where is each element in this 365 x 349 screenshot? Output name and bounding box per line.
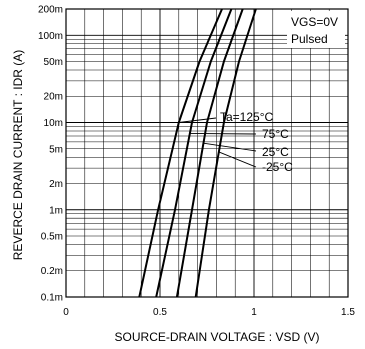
y-tick-label: 100m	[38, 31, 63, 42]
leader-lines	[178, 117, 257, 168]
series-line-0	[138, 8, 223, 298]
x-tick-label: 0	[63, 307, 69, 318]
y-axis-title: REVERCE DRAIN CURRENT : IDR (A)	[11, 50, 25, 260]
x-axis-title: SOURCE-DRAIN VOLTAGE : VSD (V)	[115, 330, 320, 344]
series-label-minus25c: -25°C	[262, 160, 293, 174]
leader-line-2	[203, 142, 257, 152]
y-tick-label: 0.2m	[41, 266, 63, 277]
series-line-2	[175, 8, 244, 298]
y-tick-label: 1m	[49, 205, 63, 216]
annotation-box	[287, 11, 345, 48]
x-tick-labels: 0 0.5 1 1.5	[63, 307, 355, 318]
y-tick-labels: 200m 100m 50m 20m 10m 5m 2m 1m 0.5m 0.2m 0.1m	[38, 5, 63, 304]
y-tick-label: 0.5m	[41, 232, 63, 243]
y-tick-label: 5m	[49, 144, 63, 155]
leader-line-3	[218, 151, 257, 168]
leader-line-0	[178, 117, 217, 123]
series-group	[138, 8, 257, 298]
x-tick-label: 0.5	[153, 307, 167, 318]
series-line-3	[194, 8, 257, 298]
series-label-75c: 75°C	[262, 127, 289, 141]
annotation-condition: VGS=0V	[291, 15, 338, 29]
y-tick-label: 50m	[44, 57, 63, 68]
series-line-1	[155, 8, 233, 298]
annotation-pulsed: Pulsed	[291, 32, 328, 46]
y-tick-label: 0.1m	[41, 293, 63, 304]
y-tick-label: 10m	[44, 118, 63, 129]
x-tick-label: 1.5	[341, 307, 355, 318]
plot-frame	[65, 8, 349, 298]
leader-line-1	[189, 132, 257, 135]
series-label-125c: Ta=125°C	[220, 110, 274, 124]
y-tick-label: 20m	[44, 92, 63, 103]
y-tick-label: 2m	[49, 179, 63, 190]
series-label-25c: 25°C	[262, 145, 289, 159]
y-tick-label: 200m	[38, 5, 63, 16]
x-tick-label: 1	[251, 307, 257, 318]
grid	[66, 9, 348, 297]
